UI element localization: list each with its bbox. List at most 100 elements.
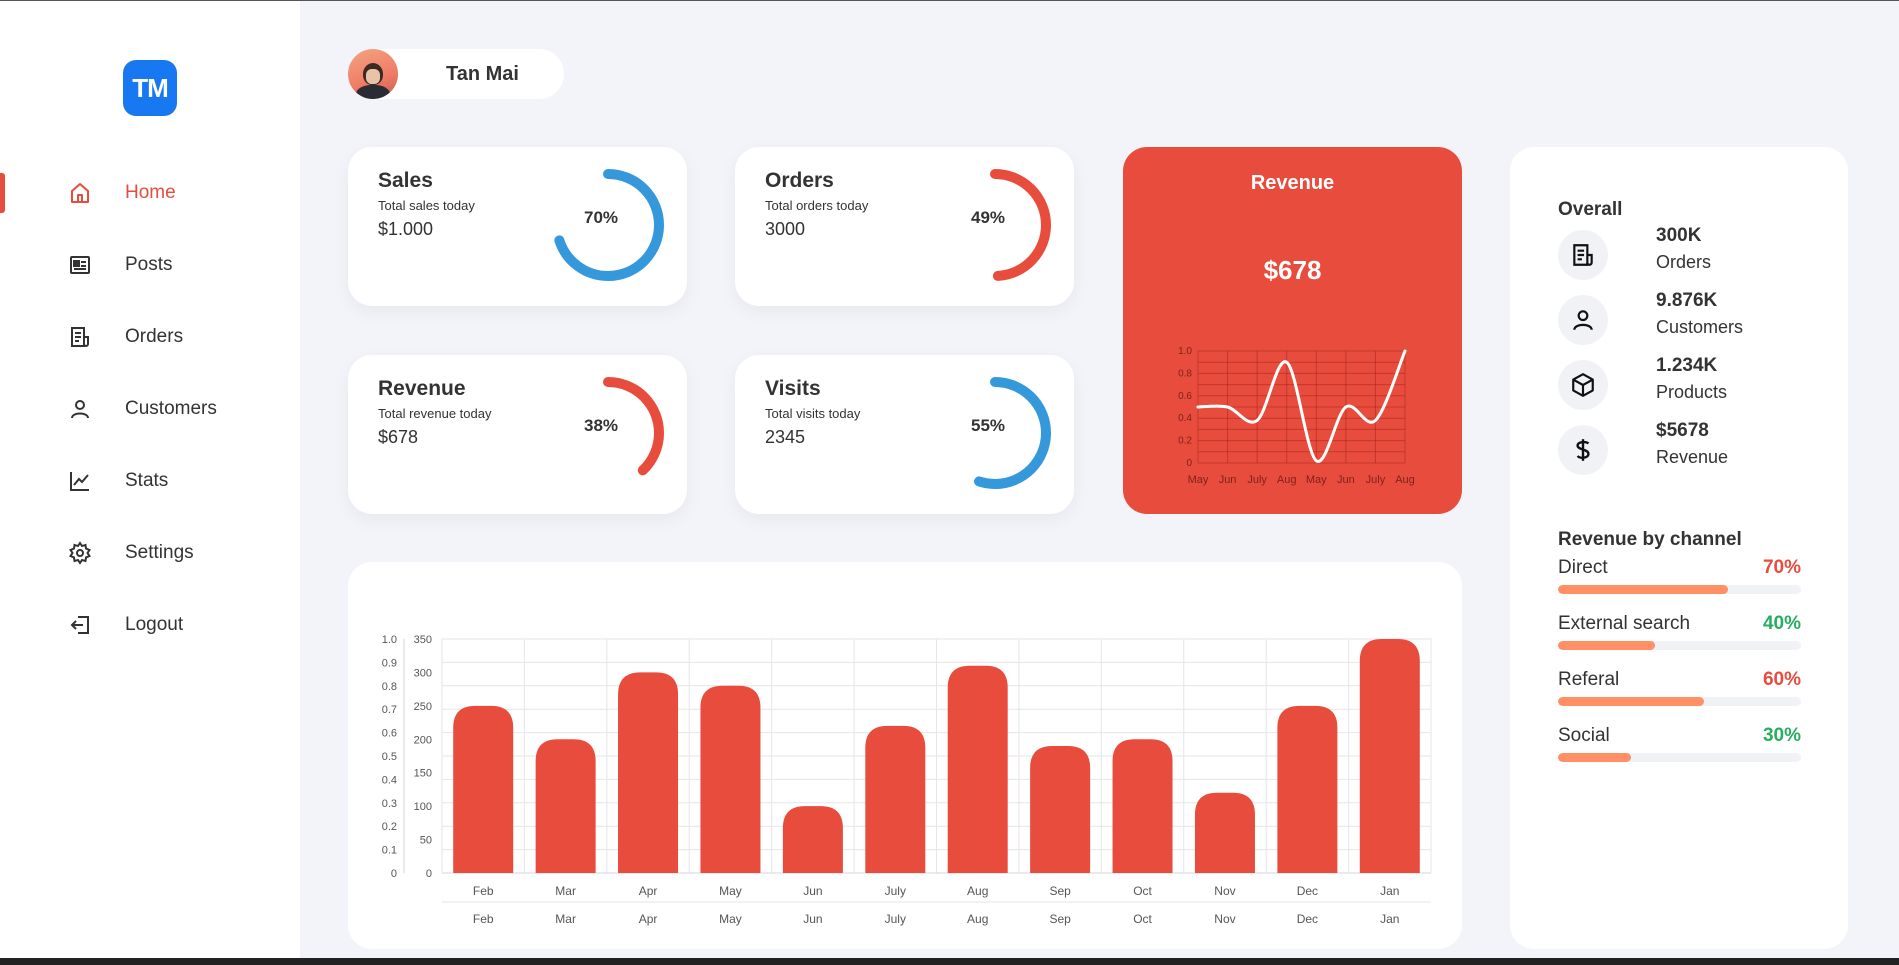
box-icon [1558, 360, 1608, 410]
x-tick-label: July [1247, 474, 1267, 486]
channel-progress-bar [1558, 753, 1801, 762]
y-tick-label-left: 0.1 [382, 845, 397, 857]
y-tick-label-right: 300 [414, 667, 432, 679]
bar [1277, 705, 1338, 873]
line-chart-icon [68, 469, 92, 493]
y-tick-label: 0.6 [1178, 391, 1192, 402]
revenue-card-value: $678 [1263, 255, 1322, 285]
newspaper-icon [68, 253, 92, 277]
channel-progress-bar [1558, 585, 1801, 594]
bar [700, 685, 761, 873]
channel-progress-fill [1558, 641, 1656, 650]
channel-percent: 70% [1762, 557, 1801, 578]
card-value: 3000 [765, 219, 806, 239]
x-tick-label: Nov [1214, 884, 1235, 898]
channel-progress-fill [1558, 697, 1704, 706]
y-tick-label-right: 100 [414, 801, 432, 813]
receipt-icon [1558, 230, 1608, 280]
overall-item-customers: 9.876K Customers [1558, 290, 1818, 349]
sidebar-item-label: Home [125, 182, 176, 203]
overall-label: Customers [1656, 317, 1744, 337]
card-percent: 70% [584, 208, 619, 227]
y-tick-label: 0 [1186, 458, 1192, 469]
sidebar-item-settings[interactable]: Settings [0, 531, 300, 571]
overall-value: 9.876K [1656, 290, 1718, 311]
monthly-bar-chart-card: 0 50 100 150 200 250 300 350 0 0.1 0.2 0.3 0.4 0.5 0.6… [348, 562, 1462, 949]
progress-ring [552, 169, 664, 281]
y-tick-label-right: 350 [414, 634, 432, 646]
card-title: Sales [378, 169, 433, 192]
window-bottom-border [0, 958, 1899, 965]
x-tick-label-secondary: Mar [555, 912, 576, 926]
bar [618, 672, 679, 873]
sidebar-item-posts[interactable]: Posts [0, 243, 300, 283]
sidebar-item-logout[interactable]: Logout [0, 603, 300, 643]
sidebar: TM Home Posts Orders Customers Stats [0, 1, 300, 958]
y-tick-label: 1.0 [1178, 346, 1192, 357]
sales-card: Sales Total sales today $1.000 70% [348, 147, 687, 306]
channel-percent: 30% [1762, 725, 1801, 746]
orders-card: Orders Total orders today 3000 49% [735, 147, 1074, 306]
x-tick-label: Jan [1380, 884, 1399, 898]
user-icon [68, 397, 92, 421]
card-percent: 55% [971, 416, 1006, 435]
revenue-series-line [1196, 349, 1407, 463]
sidebar-item-stats[interactable]: Stats [0, 459, 300, 499]
sidebar-item-orders[interactable]: Orders [0, 315, 300, 355]
overall-item-products: 1.234K Products [1558, 355, 1818, 414]
card-title: Visits [765, 377, 821, 400]
overall-value: $5678 [1656, 420, 1709, 441]
bar [453, 705, 514, 873]
y-tick-label: 0.8 [1178, 368, 1192, 379]
revenue-line-chart: 0 0.2 0.4 0.6 0.8 1.0 May Jun July Aug May Jun July A… [1178, 346, 1415, 486]
card-percent: 49% [971, 208, 1006, 227]
avatar[interactable] [348, 49, 398, 99]
overall-label: Products [1656, 382, 1728, 402]
overall-item-orders: 300K Orders [1558, 225, 1818, 284]
progress-ring [939, 169, 1051, 281]
x-tick-label: July [1366, 474, 1386, 486]
sidebar-item-home[interactable]: Home [0, 171, 300, 211]
x-tick-label-secondary: Apr [639, 912, 658, 926]
user-profile[interactable]: Tan Mai [348, 49, 564, 99]
y-tick-label: 0.2 [1178, 436, 1192, 447]
y-tick-label-left: 0.4 [382, 774, 397, 786]
logout-icon [68, 613, 92, 637]
home-icon [68, 181, 92, 205]
logo[interactable]: TM [123, 60, 177, 116]
active-indicator [0, 173, 5, 213]
sidebar-item-label: Stats [125, 470, 169, 491]
channel-name: Referal [1558, 669, 1620, 690]
y-tick-label-left: 0.9 [382, 657, 397, 669]
bar [535, 739, 596, 873]
x-tick-label-secondary: Oct [1133, 912, 1152, 926]
card-subtitle: Total revenue today [378, 406, 492, 421]
x-tick-label: July [885, 884, 906, 898]
dollar-icon [1558, 425, 1608, 475]
channel-progress-fill [1558, 585, 1729, 594]
overall-title: Overall [1558, 199, 1623, 220]
channel-name: Social [1558, 725, 1610, 746]
receipt-icon [68, 325, 92, 349]
channel-row-external-search: External search 40% [1558, 613, 1801, 659]
card-value: 2345 [765, 427, 806, 447]
x-tick-label-secondary: Nov [1214, 912, 1235, 926]
sidebar-item-label: Logout [125, 614, 184, 635]
y-tick-label-left: 0.3 [382, 798, 397, 810]
channel-row-direct: Direct 70% [1558, 557, 1801, 603]
overall-value: 300K [1656, 225, 1702, 246]
y-tick-label-right: 200 [414, 734, 432, 746]
sidebar-item-label: Customers [125, 398, 217, 419]
revenue-highlight-card: Revenue $678 0 0.2 0.4 0.6 0.8 1.0 May Jun July A… [1123, 147, 1462, 514]
user-icon [1558, 295, 1608, 345]
sidebar-item-customers[interactable]: Customers [0, 387, 300, 427]
revenue-card-title: Revenue [1250, 172, 1335, 194]
visits-card: Visits Total visits today 2345 55% [735, 355, 1074, 514]
x-tick-label: Aug [1277, 474, 1297, 486]
x-tick-label: Oct [1133, 884, 1152, 898]
monthly-bar-chart: 0 50 100 150 200 250 300 350 0 0.1 0.2 0.3 0.4 0.5 0.6… [382, 634, 1432, 926]
bar [782, 806, 843, 873]
overall-value: 1.234K [1656, 355, 1718, 376]
x-tick-label: Aug [967, 884, 988, 898]
y-tick-label-right: 0 [426, 868, 432, 880]
